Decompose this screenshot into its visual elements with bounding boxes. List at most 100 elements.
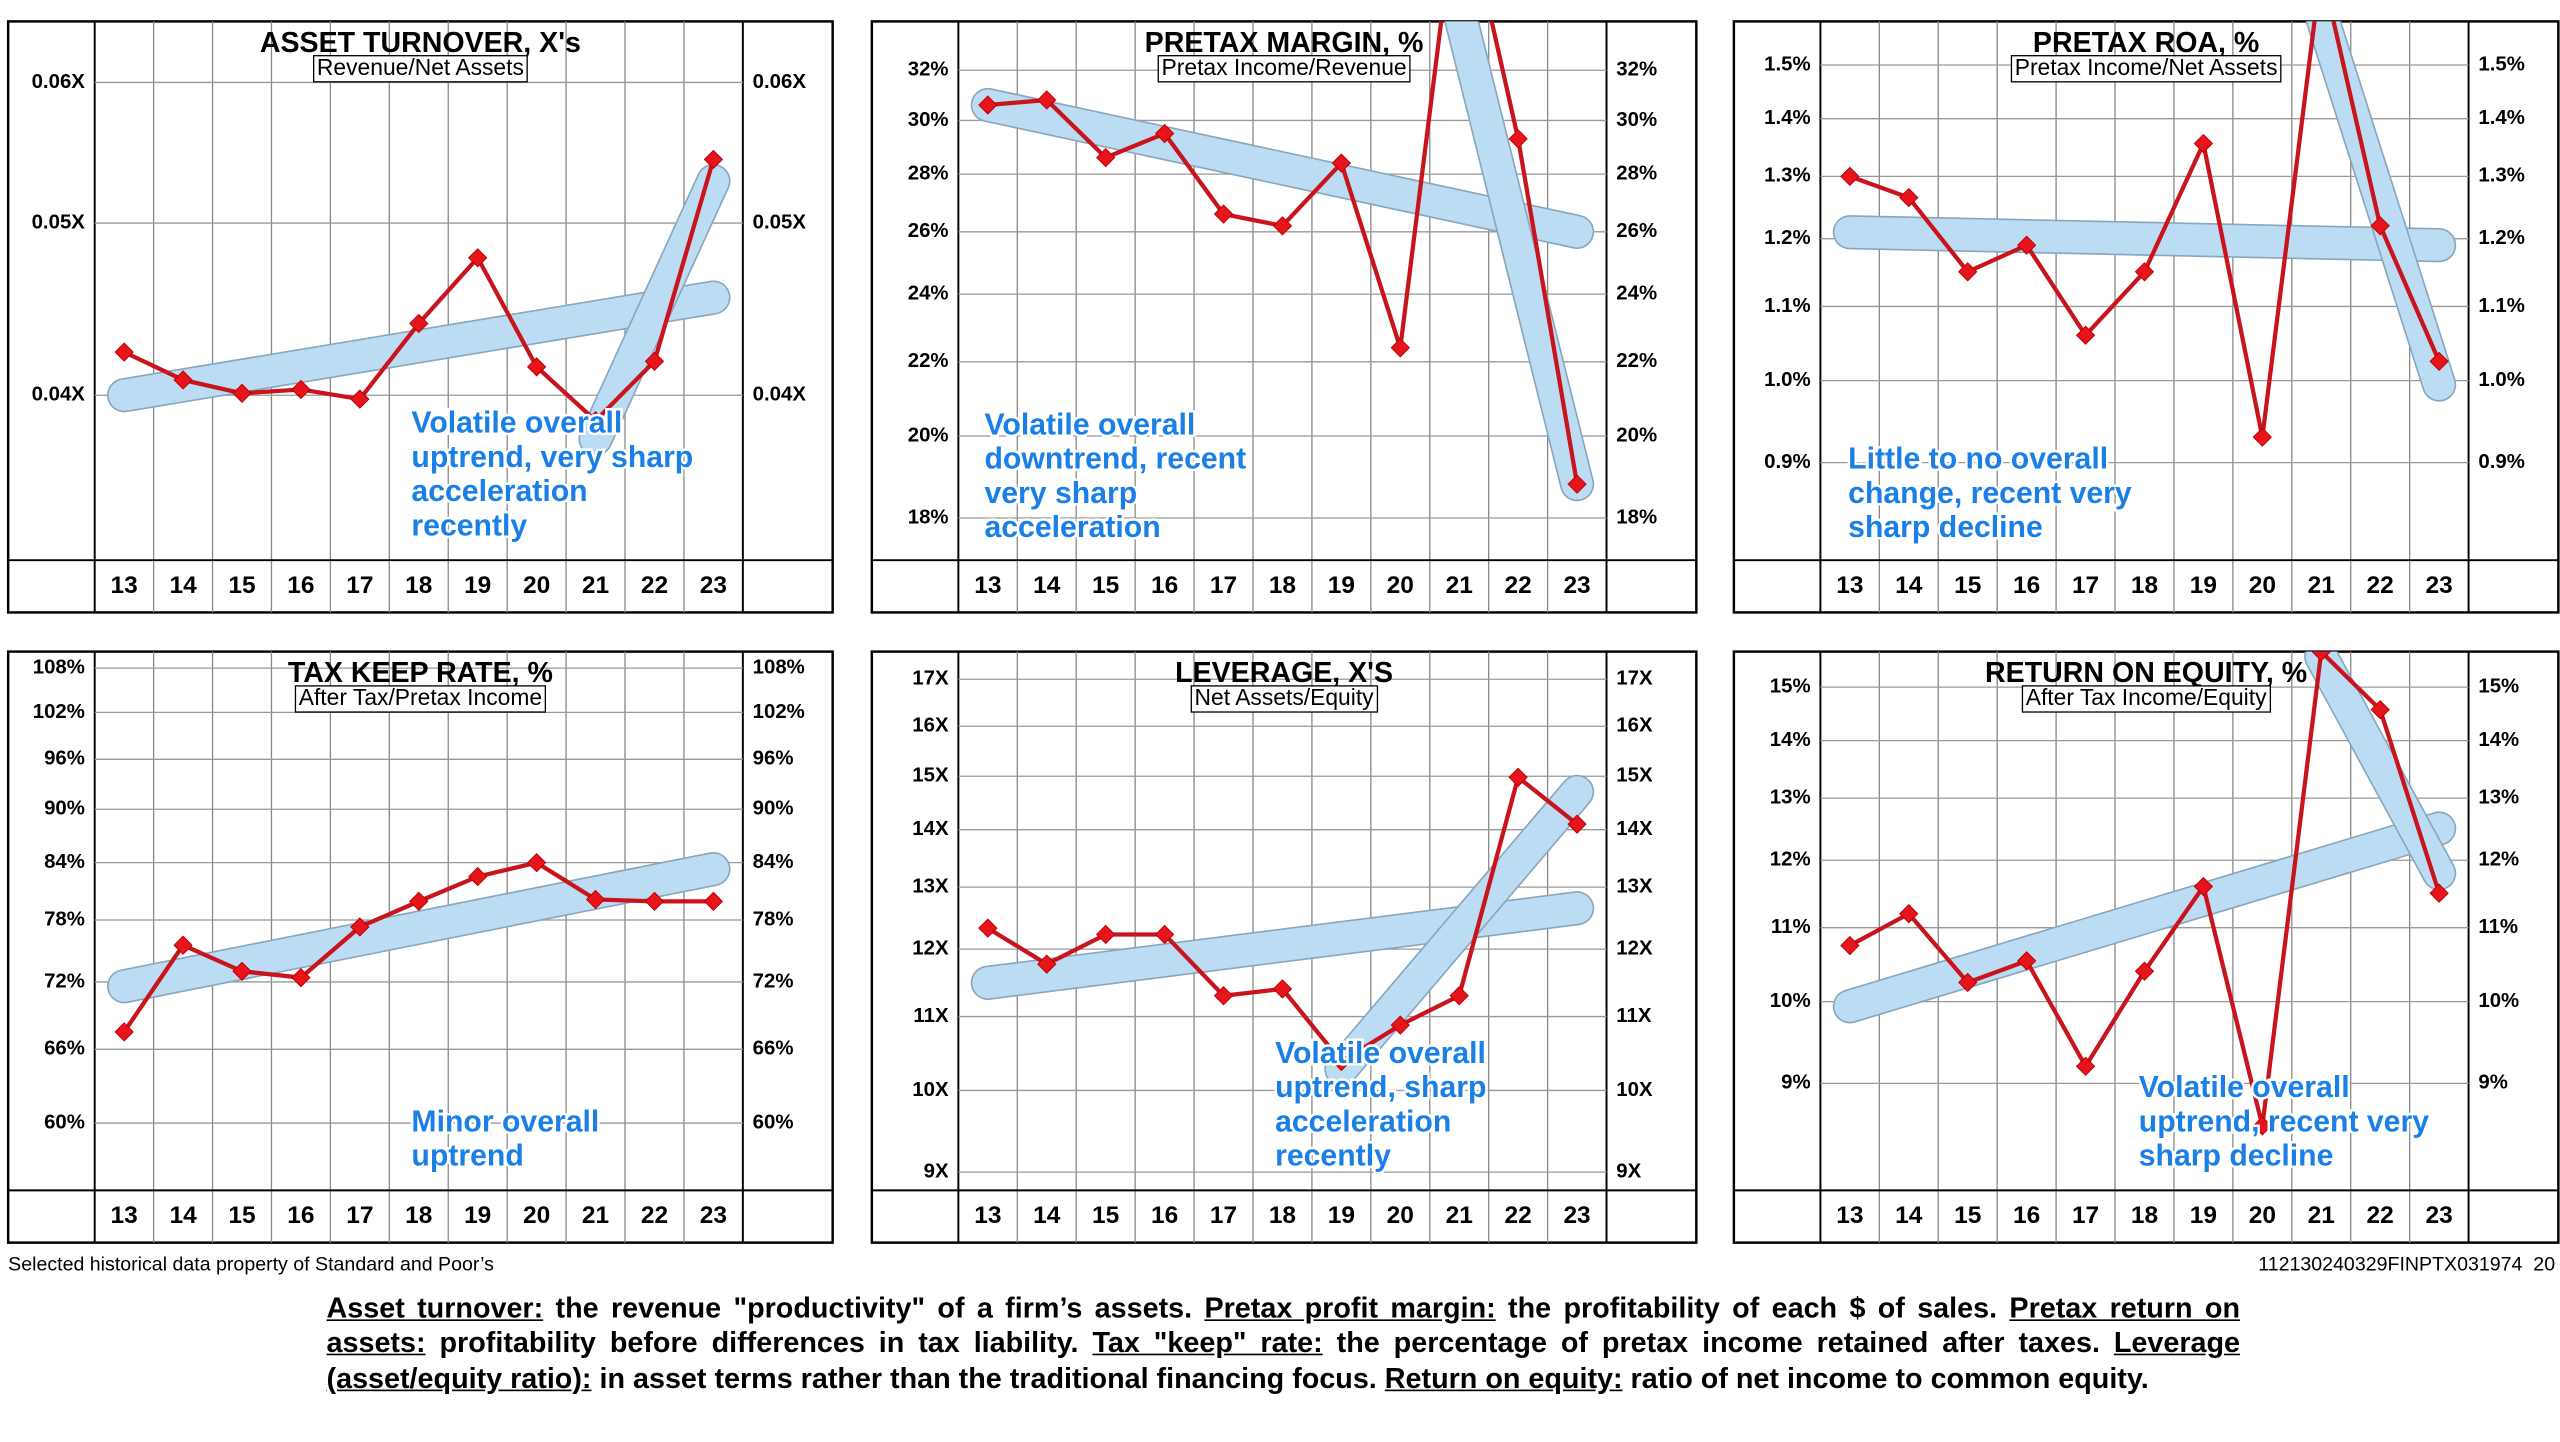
x-tick-label: 13 — [974, 572, 1001, 599]
x-tick-label: 17 — [1210, 1202, 1237, 1229]
annotation: downtrend, recent — [984, 443, 1246, 476]
y-tick-label: 1.0% — [1764, 369, 1810, 391]
y-tick-label: 13% — [1770, 787, 1811, 809]
y-tick-label: 9X — [924, 1160, 949, 1182]
data-point — [2134, 262, 2155, 282]
y2-tick-label: 18% — [1616, 506, 1657, 528]
trend-band — [108, 282, 729, 411]
y2-tick-label: 11% — [2478, 916, 2518, 938]
chart-subtitle: Pretax Income/Revenue — [1162, 54, 1407, 80]
chart-subtitle: After Tax/Pretax Income — [299, 684, 542, 710]
data-point — [2311, 651, 2331, 662]
y2-tick-label: 0.06X — [753, 71, 807, 93]
glossary-text: ratio of net income to common equity. — [1630, 1361, 2149, 1394]
x-tick-label: 17 — [2072, 572, 2099, 599]
x-tick-label: 23 — [700, 1202, 727, 1229]
subtitle-box — [1190, 685, 1379, 713]
glossary-term: Pretax return on assets: — [326, 1291, 2240, 1360]
y2-tick-label: 13X — [1616, 876, 1653, 898]
y2-tick-label: 32% — [1616, 59, 1657, 81]
x-tick-label: 22 — [1505, 1202, 1532, 1229]
data-point — [2193, 876, 2214, 897]
x-tick-label: 16 — [2013, 1202, 2040, 1229]
plot-data — [970, 767, 1595, 1087]
plot-data — [1832, 21, 2457, 447]
x-tick-label: 17 — [1210, 572, 1237, 599]
glossary: Asset turnover: the revenue "productivit… — [327, 1292, 2240, 1396]
y-tick-label: 14X — [912, 818, 949, 840]
y2-tick-label: 9X — [1616, 1160, 1641, 1182]
glossary-text: profitability before differences in tax … — [439, 1326, 1079, 1360]
data-point — [1899, 904, 1919, 924]
x-tick-label: 18 — [2131, 572, 2158, 599]
trend-band — [972, 89, 1593, 248]
y-tick-label: 102% — [33, 701, 85, 723]
x-tick-label: 16 — [287, 572, 314, 599]
glossary-term: Tax "keep" rate: — [1092, 1326, 1323, 1360]
data-point — [644, 891, 665, 912]
chart-title: ASSET TURNOVER, X's — [260, 27, 581, 59]
annotation: sharp decline — [1848, 511, 2043, 544]
annotation: recently — [1275, 1140, 1391, 1173]
x-tick-label: 18 — [2131, 1202, 2158, 1229]
x-tick-label: 22 — [2367, 1202, 2394, 1229]
data-point — [232, 383, 252, 403]
annotation: recently — [411, 510, 527, 543]
chart-panel: 0.04X 0.04X 0.05X 0.05X 0.06X 0.06X 13 14 15 16 17… — [6, 20, 834, 614]
data-point — [1154, 123, 1175, 144]
y2-tick-label: 1.1% — [2478, 295, 2524, 317]
y-tick-label: 22% — [908, 350, 949, 372]
y2-tick-label: 84% — [753, 851, 794, 873]
data-point — [1037, 90, 1057, 110]
x-tick-label: 22 — [641, 1202, 668, 1229]
chart-panel: 0.9% 0.9% 1.0% 1.0% 1.1% 1.1% 1.2% 1.2% 1.3% 1.3%… — [1732, 20, 2560, 614]
x-tick-label: 19 — [1328, 572, 1355, 599]
x-tick-label: 14 — [169, 572, 197, 599]
x-tick-label: 19 — [2190, 572, 2217, 599]
subtitle-box — [294, 685, 547, 713]
y2-tick-label: 108% — [753, 657, 805, 679]
x-tick-label: 15 — [1092, 1202, 1119, 1229]
data-point — [1154, 924, 1175, 945]
y-tick-label: 1.4% — [1764, 107, 1810, 129]
y-tick-label: 12% — [1770, 849, 1811, 871]
x-tick-label: 19 — [464, 1202, 491, 1229]
data-point — [1840, 935, 1860, 956]
data-point — [1331, 153, 1352, 173]
data-point — [2134, 961, 2155, 981]
y2-tick-label: 0.04X — [753, 384, 807, 406]
y-tick-label: 90% — [44, 798, 85, 820]
y2-tick-label: 12X — [1616, 938, 1653, 960]
x-tick-label: 20 — [523, 572, 550, 599]
y2-tick-label: 9% — [2478, 1072, 2507, 1094]
x-tick-label: 22 — [2367, 572, 2394, 599]
data-point — [2252, 427, 2273, 447]
x-tick-label: 22 — [641, 572, 668, 599]
y-tick-label: 30% — [908, 109, 949, 131]
y2-tick-label: 28% — [1616, 163, 1657, 185]
data-point — [1213, 204, 1234, 224]
data-point — [644, 351, 665, 371]
x-tick-label: 17 — [346, 572, 373, 599]
y2-tick-label: 66% — [753, 1038, 794, 1060]
y-tick-label: 72% — [44, 970, 85, 992]
y-tick-label: 20% — [908, 424, 949, 446]
y2-tick-label: 10% — [2478, 990, 2519, 1012]
data-point — [978, 95, 998, 115]
chart-title: RETURN ON EQUITY, % — [1985, 657, 2307, 689]
annotation: uptrend, sharp — [1275, 1071, 1486, 1104]
y-tick-label: 9% — [1781, 1072, 1810, 1094]
glossary-text: the profitability of each $ of sales. — [1508, 1291, 1998, 1325]
data-point — [409, 313, 429, 334]
data-point — [2193, 133, 2214, 154]
data-point — [526, 852, 547, 873]
data-point — [526, 357, 547, 377]
y-tick-label: 12X — [912, 938, 949, 960]
x-tick-label: 13 — [974, 1202, 1001, 1229]
y-tick-label: 1.3% — [1764, 165, 1810, 187]
x-tick-label: 21 — [1446, 1202, 1473, 1229]
y-tick-label: 13X — [912, 876, 949, 898]
chart-panel: 18% 18% 20% 20% 22% 22% 24% 24% 26% 26% 28% 28% 30% 3… — [870, 20, 1698, 614]
x-tick-label: 14 — [1033, 1202, 1061, 1229]
